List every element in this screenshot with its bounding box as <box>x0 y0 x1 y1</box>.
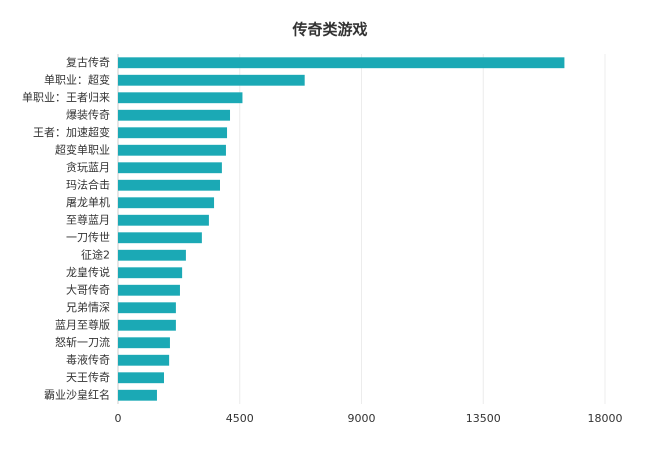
bar <box>118 302 176 314</box>
y-tick-label: 龙皇传说 <box>66 265 110 279</box>
bar <box>118 197 215 209</box>
y-tick-label: 一刀传世 <box>66 231 110 244</box>
bar <box>118 179 220 191</box>
y-tick-label: 霸业沙皇红名 <box>44 387 110 401</box>
y-tick-label: 爆装传奇 <box>66 107 110 121</box>
x-tick-label: 13500 <box>466 412 501 425</box>
bar <box>118 284 180 296</box>
bar <box>118 162 222 174</box>
chart-title: 传奇类游戏 <box>291 21 367 39</box>
y-tick-label: 大哥传奇 <box>66 282 110 296</box>
bar <box>118 319 176 331</box>
y-tick-label: 王者：加速超变 <box>33 125 110 139</box>
y-tick-label: 玛法合击 <box>66 177 110 191</box>
y-tick-label: 毒液传奇 <box>66 352 110 366</box>
bar <box>118 267 183 279</box>
bar <box>118 249 186 261</box>
y-tick-label: 蓝月至尊版 <box>55 317 110 331</box>
bar <box>118 127 228 139</box>
y-tick-label: 怒斩一刀流 <box>55 335 110 349</box>
bar <box>118 74 305 86</box>
bar <box>118 232 202 244</box>
bar <box>118 214 209 226</box>
y-tick-label: 至尊蓝月 <box>66 212 110 226</box>
x-tick-label: 4500 <box>226 412 254 425</box>
y-tick-label: 单职业：超变 <box>44 72 110 86</box>
y-tick-label: 超变单职业 <box>55 142 110 156</box>
bar <box>118 389 157 401</box>
y-tick-label: 天王传奇 <box>66 371 110 384</box>
bar <box>118 337 170 349</box>
bar <box>118 57 565 69</box>
bar <box>118 92 243 104</box>
y-tick-label: 贪玩蓝月 <box>66 160 110 174</box>
x-tick-label: 18000 <box>588 412 623 425</box>
y-tick-label: 单职业：王者归来 <box>22 90 110 104</box>
bar <box>118 109 231 121</box>
bar <box>118 372 164 384</box>
x-tick-label: 9000 <box>348 412 376 425</box>
bar <box>118 144 226 156</box>
y-tick-label: 征途2 <box>81 247 110 261</box>
y-tick-label: 屠龙单机 <box>66 195 110 209</box>
bar <box>118 354 170 366</box>
y-tick-label: 兄弟情深 <box>66 301 110 314</box>
y-tick-label: 复古传奇 <box>66 55 110 69</box>
x-tick-label: 0 <box>115 412 122 425</box>
